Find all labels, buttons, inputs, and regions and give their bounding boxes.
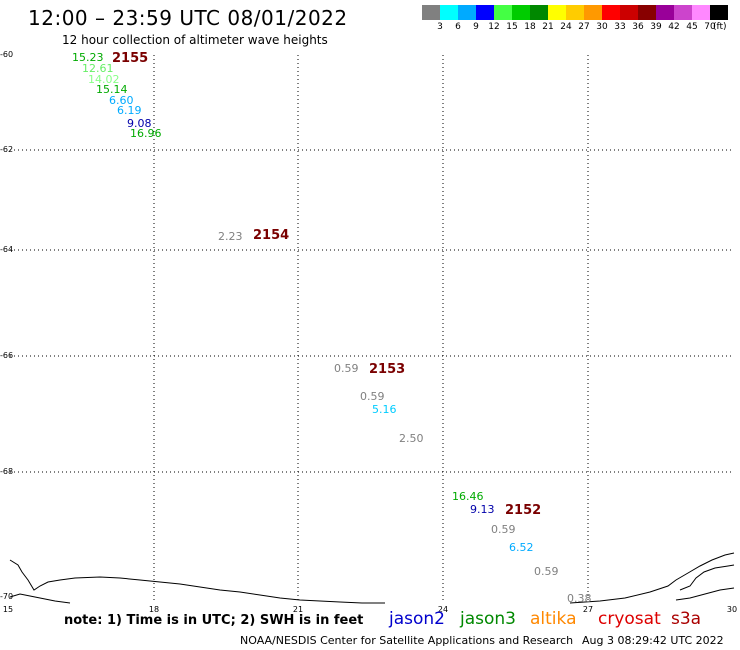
color-swatch <box>494 5 512 20</box>
generation-timestamp: Aug 3 08:29:42 UTC 2022 <box>582 634 724 647</box>
color-swatch <box>512 5 530 20</box>
latitude-label: -60 <box>0 50 14 59</box>
color-swatch <box>548 5 566 20</box>
color-swatch <box>584 5 602 20</box>
wave-height-value: 15.14 <box>96 83 128 96</box>
satellite-legend-item: s3a <box>671 609 702 629</box>
color-scale-tick: 3 <box>437 22 443 32</box>
color-swatch <box>476 5 494 20</box>
latitude-label: -68 <box>0 467 14 476</box>
pass-number-label: 2153 <box>369 362 406 377</box>
antarctica-coastline-east-lower <box>675 587 735 601</box>
color-scale-tick: 30 <box>596 22 608 32</box>
longitude-label: 30 <box>726 605 738 614</box>
antarctica-coastline-east-inner <box>679 564 735 591</box>
color-scale-tick: 45 <box>686 22 698 32</box>
wave-height-value: 12.61 <box>82 62 114 75</box>
color-swatch <box>692 5 710 20</box>
satellite-legend-item: jason2 <box>389 609 445 629</box>
chart-subtitle: 12 hour collection of altimeter wave hei… <box>62 33 328 47</box>
antarctica-coastline <box>9 559 385 604</box>
credit-line: NOAA/NESDIS Center for Satellite Applica… <box>240 634 574 647</box>
color-swatch <box>530 5 548 20</box>
color-swatch <box>620 5 638 20</box>
longitude-label: 24 <box>437 605 449 614</box>
pass-number-label: 2152 <box>505 503 542 518</box>
longitude-label: 21 <box>292 605 304 614</box>
latitude-label: -64 <box>0 245 14 254</box>
color-swatch <box>710 5 728 20</box>
wave-height-value: 16.96 <box>130 127 162 140</box>
color-swatch <box>422 5 440 20</box>
color-scale-tick: 9 <box>473 22 479 32</box>
latitude-label: -70 <box>0 592 14 601</box>
antarctica-coastline-inner <box>9 593 71 604</box>
color-scale-tick: 21 <box>542 22 554 32</box>
color-swatch <box>638 5 656 20</box>
antarctica-coastline-east <box>569 552 735 604</box>
wave-height-value: 5.16 <box>372 403 397 416</box>
wave-height-value: 16.46 <box>452 490 484 503</box>
wave-height-value: 9.08 <box>127 117 152 130</box>
wave-height-value: 6.19 <box>117 104 142 117</box>
color-scale-tick: 24 <box>560 22 572 32</box>
color-swatch <box>602 5 620 20</box>
wave-height-value: 0.59 <box>491 523 516 536</box>
satellite-legend-item: altika <box>530 609 577 629</box>
pass-number-label: 2155 <box>112 51 149 66</box>
longitude-label: 27 <box>582 605 594 614</box>
wave-height-value: 6.60 <box>109 94 134 107</box>
color-swatch <box>656 5 674 20</box>
wave-height-value: 0.59 <box>334 362 359 375</box>
wave-height-value: 0.38 <box>567 592 592 605</box>
longitude-label: 15 <box>2 605 14 614</box>
color-scale-tick: 70 <box>704 22 716 32</box>
wave-height-value: 0.59 <box>360 390 385 403</box>
latitude-label: -62 <box>0 145 14 154</box>
wave-height-value: 9.13 <box>470 503 495 516</box>
color-scale-tick: 12 <box>488 22 500 32</box>
color-scale-unit: (ft) <box>713 22 727 32</box>
wave-height-value: 2.50 <box>399 432 424 445</box>
wave-height-value: 6.52 <box>509 541 534 554</box>
satellite-legend-item: cryosat <box>598 609 661 629</box>
color-swatch <box>674 5 692 20</box>
wave-height-value: 14.02 <box>88 73 120 86</box>
color-scale-tick: 15 <box>506 22 518 32</box>
wave-height-value: 0.59 <box>534 565 559 578</box>
color-scale-tick: 27 <box>578 22 590 32</box>
color-scale-tick: 36 <box>632 22 644 32</box>
longitude-label: 18 <box>148 605 160 614</box>
color-scale-legend <box>422 5 728 20</box>
color-scale-tick: 42 <box>668 22 680 32</box>
color-swatch <box>566 5 584 20</box>
pass-number-label: 2154 <box>253 228 290 243</box>
wave-height-value: 15.23 <box>72 51 104 64</box>
color-swatch <box>458 5 476 20</box>
graticule <box>10 55 734 603</box>
color-scale-tick: 18 <box>524 22 536 32</box>
color-swatch <box>440 5 458 20</box>
footer-note: note: 1) Time is in UTC; 2) SWH is in fe… <box>64 613 364 628</box>
color-scale-tick: 6 <box>455 22 461 32</box>
chart-title: 12:00 – 23:59 UTC 08/01/2022 <box>28 6 348 30</box>
latitude-label: -66 <box>0 351 14 360</box>
satellite-legend-item: jason3 <box>460 609 516 629</box>
color-scale-tick: 33 <box>614 22 626 32</box>
wave-height-value: 2.23 <box>218 230 243 243</box>
color-scale-tick: 39 <box>650 22 662 32</box>
